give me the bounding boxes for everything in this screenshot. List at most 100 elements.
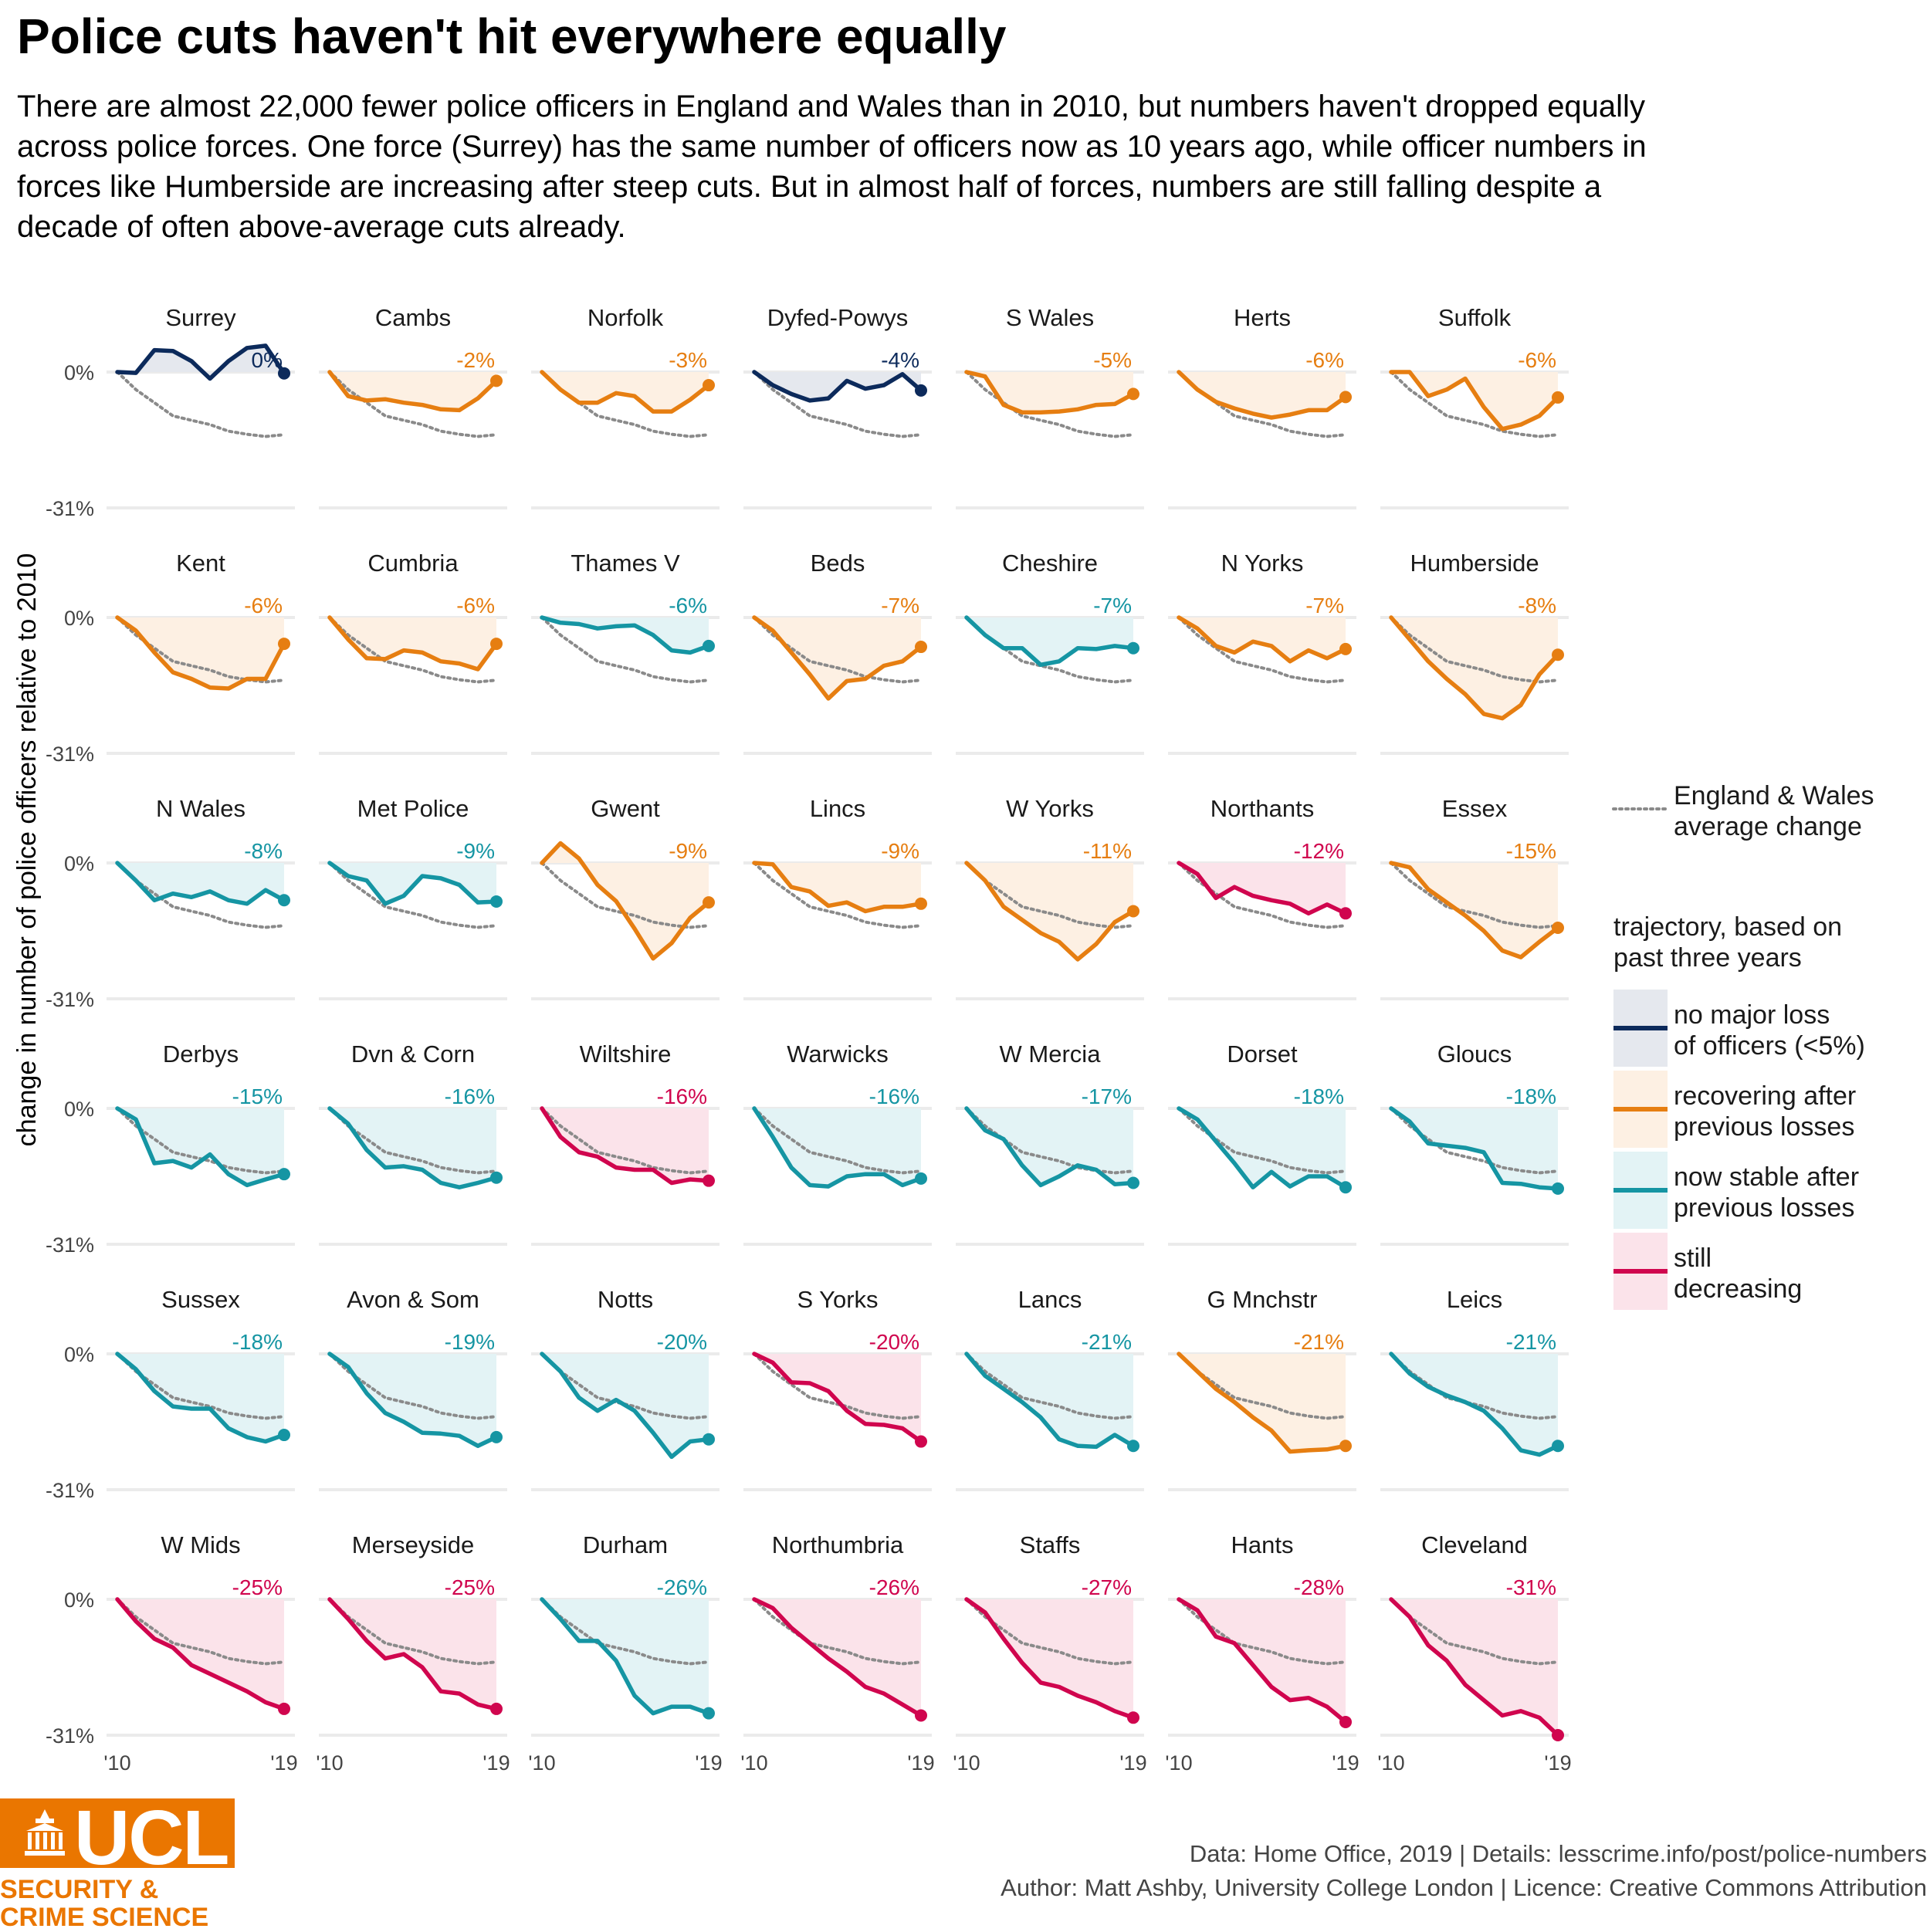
end-point: [490, 1703, 503, 1715]
change-label: -12%: [1294, 839, 1344, 863]
panel-title: Northants: [1210, 795, 1314, 822]
panel: G Mnchstr-21%: [1168, 1286, 1356, 1490]
change-label: -11%: [1083, 839, 1132, 863]
panel-title: Hants: [1231, 1531, 1294, 1558]
area-fill: [117, 1354, 284, 1442]
change-label: -8%: [1518, 594, 1556, 617]
end-point: [1339, 391, 1352, 403]
change-label: -9%: [669, 839, 707, 863]
panel: Merseyside-25%'10'19: [316, 1531, 510, 1775]
area-fill: [967, 1354, 1133, 1446]
change-label: -4%: [881, 348, 919, 372]
panel-title: Sussex: [161, 1286, 240, 1313]
y-tick-label: 0%: [64, 607, 94, 630]
end-point: [1552, 1183, 1564, 1195]
panel: Avon & Som -19%: [319, 1286, 507, 1490]
panel: Notts-20%: [531, 1286, 720, 1490]
x-tick-label: '19: [1544, 1751, 1571, 1775]
legend-item-label: recovering after: [1674, 1081, 1856, 1111]
change-label: -26%: [657, 1575, 707, 1599]
change-label: -21%: [1294, 1330, 1344, 1354]
panel: S Yorks -20%: [743, 1286, 932, 1490]
end-point: [915, 1436, 927, 1448]
panel: Warwicks-16%: [743, 1040, 932, 1244]
panel-title: Gwent: [591, 795, 660, 822]
panel-title: S Yorks: [797, 1286, 878, 1313]
x-tick-label: '19: [482, 1751, 510, 1775]
panel-title: Leics: [1447, 1286, 1502, 1313]
y-axis-title: change in number of police officers rela…: [12, 553, 42, 1147]
panel-title: W Mids: [161, 1531, 240, 1558]
y-tick-label: -31%: [46, 1233, 94, 1257]
area-fill: [117, 1108, 284, 1185]
change-label: -7%: [1093, 594, 1132, 617]
panel-title: Thames V: [571, 550, 680, 577]
ucl-logo: UCL SECURITY & CRIME SCIENCE: [0, 1798, 239, 1928]
end-point: [278, 894, 290, 906]
legend-title: trajectory, based on: [1613, 912, 1842, 942]
end-point: [1339, 643, 1352, 655]
change-label: -20%: [869, 1330, 919, 1354]
caption: Data: Home Office, 2019 | Details: lessc…: [1001, 1837, 1927, 1905]
end-point: [703, 640, 715, 652]
panel-title: Merseyside: [352, 1531, 475, 1558]
panel-title: Lincs: [810, 795, 865, 822]
panel-title: Met Police: [357, 795, 469, 822]
y-tick-label: -31%: [46, 1724, 94, 1748]
area-fill: [967, 1599, 1133, 1717]
panel-title: Cheshire: [1002, 550, 1098, 577]
panel: Lincs -9%: [743, 795, 932, 999]
area-fill: [967, 863, 1133, 959]
average-line: [117, 372, 284, 437]
change-label: -6%: [456, 594, 495, 617]
legend-item-label: decreasing: [1674, 1274, 1802, 1304]
panel-title: Surrey: [165, 304, 236, 331]
change-label: -6%: [1305, 348, 1344, 372]
end-point: [915, 898, 927, 910]
panel-title: W Yorks: [1006, 795, 1094, 822]
end-point: [915, 1709, 927, 1721]
panel: Durham -26% '10 '19: [528, 1531, 722, 1775]
panel-title: Staffs: [1020, 1531, 1081, 1558]
panel: Cheshire -7%: [956, 550, 1144, 753]
panel: W Yorks -11%: [956, 795, 1144, 999]
change-label: -7%: [881, 594, 919, 617]
panel-title: Derbys: [163, 1040, 239, 1068]
end-point: [490, 895, 503, 908]
change-label: -18%: [232, 1330, 283, 1354]
change-label: -6%: [669, 594, 707, 617]
y-tick-label: -31%: [46, 497, 94, 520]
y-tick-label: 0%: [64, 1589, 94, 1612]
y-tick-label: 0%: [64, 1343, 94, 1366]
panel: N Yorks-7%: [1168, 550, 1356, 753]
end-point: [915, 1172, 927, 1185]
panel: Met Police-9%: [319, 795, 507, 999]
x-tick-label: '19: [1332, 1751, 1359, 1775]
panel: Beds-7%: [743, 550, 932, 753]
end-point: [703, 379, 715, 391]
change-label: -18%: [1294, 1084, 1344, 1108]
panel-title: Warwicks: [787, 1040, 888, 1068]
panel: Leics-21%: [1380, 1286, 1569, 1490]
panel-title: Herts: [1234, 304, 1291, 331]
panel: Herts -6%: [1168, 304, 1356, 508]
panel-title: Northumbria: [772, 1531, 904, 1558]
change-label: -9%: [881, 839, 919, 863]
panel: Wiltshire -16%: [531, 1040, 720, 1244]
panel-title: S Wales: [1006, 304, 1094, 331]
area-fill: [967, 1108, 1133, 1185]
area-fill: [330, 1354, 496, 1446]
area-fill: [330, 1599, 496, 1709]
end-point: [1127, 1440, 1139, 1452]
ucl-logo-block: UCL: [0, 1798, 235, 1868]
panel: Staffs-27%'10'19: [953, 1531, 1146, 1775]
x-tick-label: '19: [1119, 1751, 1146, 1775]
end-point: [1552, 391, 1564, 404]
area-fill: [542, 1599, 709, 1714]
x-tick-label: '10: [1377, 1751, 1404, 1775]
panel-title: Gloucs: [1437, 1040, 1512, 1068]
end-point: [278, 1703, 290, 1715]
change-label: -19%: [445, 1330, 495, 1354]
change-label: -25%: [445, 1575, 495, 1599]
